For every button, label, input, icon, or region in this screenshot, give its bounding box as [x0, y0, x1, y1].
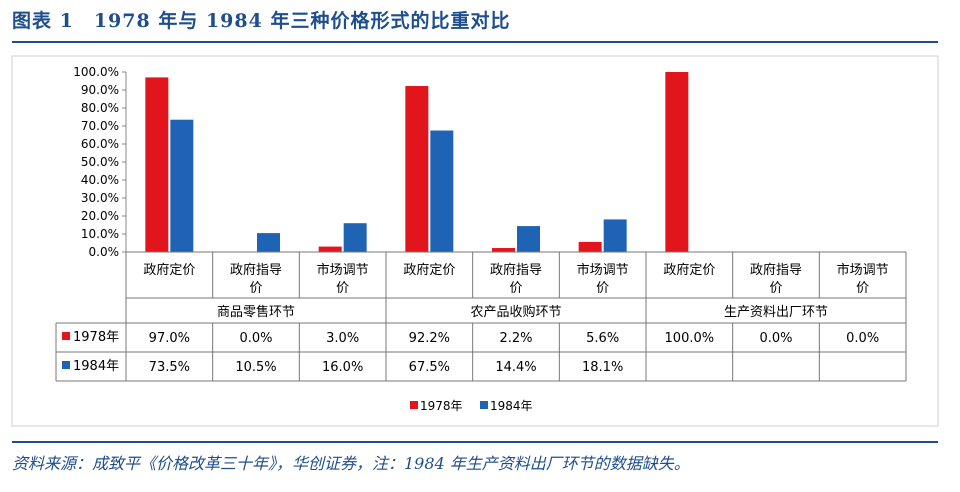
data-label: 97.0% — [149, 331, 190, 346]
data-label: 100.0% — [665, 331, 715, 346]
category-label: 政府指导 — [750, 263, 802, 278]
plot-frame — [11, 55, 939, 427]
bar-1984 — [430, 130, 454, 252]
data-label: 5.6% — [586, 331, 619, 346]
legend-key-1984 — [62, 361, 70, 369]
source-note: 资料来源：成致平《价格改革三十年》，华创证券，注：1984 年生产资料出厂环节的… — [12, 454, 690, 473]
legend: 1978年 1984年 — [410, 399, 533, 413]
bar-1978 — [578, 241, 602, 252]
chart-title: 图表 1 1978 年与 1984 年三种价格形式的比重对比 — [12, 10, 511, 32]
chart-border — [11, 55, 939, 427]
y-tick-label: 40.0% — [81, 173, 119, 187]
data-label: 0.0% — [239, 331, 272, 346]
group-label: 农产品收购环节 — [470, 304, 561, 320]
y-tick-label: 70.0% — [81, 119, 119, 133]
bar-1984 — [257, 233, 280, 252]
bar-1978 — [492, 248, 515, 252]
y-axis: 0.0% 10.0% 20.0% 30.0% 40.0% 50.0% 60.0% 70.0% 8… — [73, 65, 127, 259]
bar-chart-with-data-table: 0.0% 10.0% 20.0% 30.0% 40.0% 50.0% 60.0% 70.0% 8… — [11, 55, 939, 427]
y-tick-label: 90.0% — [81, 83, 119, 97]
data-label: 73.5% — [149, 360, 190, 375]
data-label: 0.0% — [846, 331, 879, 346]
legend-key-1978 — [62, 332, 70, 340]
category-label: 政府指导 — [230, 263, 282, 278]
legend-label: 1978年 — [420, 399, 463, 413]
y-tick-label: 100.0% — [73, 65, 119, 79]
category-label: 价 — [249, 281, 262, 296]
title-divider — [12, 41, 938, 43]
category-label: 政府指导 — [490, 263, 542, 278]
legend-swatch — [480, 401, 488, 409]
row-label: 1978年 — [73, 330, 119, 345]
bar-1978 — [318, 246, 342, 252]
group-label: 商品零售环节 — [217, 304, 295, 320]
footer-divider — [12, 441, 938, 443]
category-label: 价 — [596, 281, 609, 296]
category-label: 政府定价 — [663, 263, 715, 278]
legend-swatch — [410, 401, 418, 409]
y-tick-label: 60.0% — [81, 137, 119, 151]
bar-1984 — [170, 119, 194, 252]
category-label: 价 — [509, 281, 522, 296]
bar-1978 — [665, 72, 689, 252]
y-tick-label: 20.0% — [81, 209, 119, 223]
data-label: 92.2% — [409, 331, 450, 346]
data-label: 67.5% — [409, 360, 450, 375]
category-label: 价 — [336, 281, 349, 296]
category-label: 价 — [769, 281, 782, 296]
data-label: 2.2% — [499, 331, 532, 346]
y-tick-label: 50.0% — [81, 155, 119, 169]
data-label: 18.1% — [582, 360, 623, 375]
bar-1984 — [517, 226, 540, 252]
group-label: 生产资料出厂环节 — [724, 305, 828, 320]
row-label: 1984年 — [73, 359, 119, 374]
category-label: 市场调节 — [837, 262, 889, 278]
category-label: 市场调节 — [317, 262, 369, 278]
category-label: 政府定价 — [403, 263, 455, 278]
category-label: 政府定价 — [143, 263, 195, 278]
bar-1978 — [145, 77, 169, 253]
y-tick-label: 0.0% — [89, 245, 120, 259]
bar-1984 — [603, 219, 627, 252]
bar-1984 — [343, 223, 367, 252]
bars — [145, 72, 689, 253]
data-label: 0.0% — [759, 331, 792, 346]
data-label: 14.4% — [495, 360, 536, 375]
legend-label: 1984年 — [490, 399, 533, 413]
y-tick-label: 10.0% — [81, 227, 119, 241]
category-label: 价 — [856, 281, 869, 296]
y-tick-label: 30.0% — [81, 191, 119, 205]
data-label: 16.0% — [322, 360, 363, 375]
data-label: 10.5% — [235, 360, 276, 375]
y-tick-label: 80.0% — [81, 101, 119, 115]
category-label: 市场调节 — [577, 262, 629, 278]
bar-1978 — [405, 86, 429, 252]
data-label: 3.0% — [326, 331, 359, 346]
